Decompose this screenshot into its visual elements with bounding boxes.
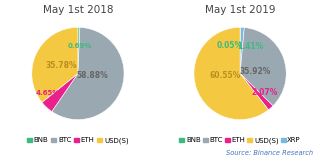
Wedge shape: [240, 27, 244, 73]
Text: 0.05%: 0.05%: [217, 41, 243, 50]
Wedge shape: [32, 27, 78, 102]
Title: May 1st 2019: May 1st 2019: [205, 5, 275, 15]
Text: 35.78%: 35.78%: [46, 61, 78, 70]
Text: 0.69%: 0.69%: [68, 43, 93, 49]
Wedge shape: [240, 27, 286, 106]
Text: 35.92%: 35.92%: [239, 67, 271, 76]
Text: 2.07%: 2.07%: [251, 88, 277, 97]
Legend: BNB, BTC, ETH, USD(S), XRP: BNB, BTC, ETH, USD(S), XRP: [179, 137, 301, 144]
Wedge shape: [194, 27, 268, 120]
Text: 60.55%: 60.55%: [210, 71, 241, 80]
Legend: BNB, BTC, ETH, USD(S): BNB, BTC, ETH, USD(S): [27, 137, 128, 144]
Text: Source: Binance Research: Source: Binance Research: [226, 150, 313, 156]
Wedge shape: [42, 73, 78, 112]
Title: May 1st 2018: May 1st 2018: [43, 5, 113, 15]
Wedge shape: [78, 27, 80, 73]
Wedge shape: [52, 27, 124, 120]
Text: 4.65%: 4.65%: [36, 90, 60, 96]
Wedge shape: [240, 73, 273, 110]
Text: 1.41%: 1.41%: [237, 42, 263, 51]
Text: 58.88%: 58.88%: [77, 71, 108, 80]
